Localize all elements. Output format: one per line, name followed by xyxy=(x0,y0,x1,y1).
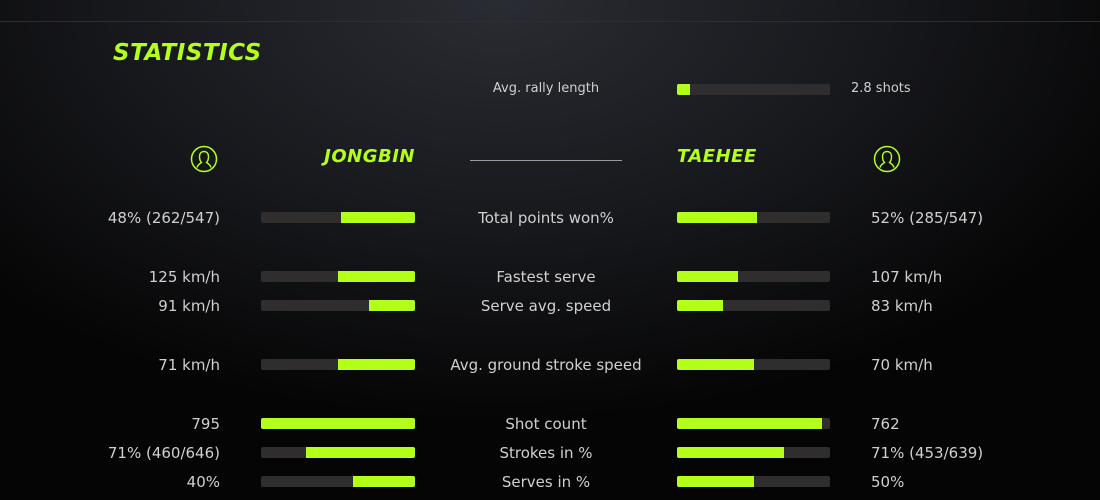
rally-bar-fill xyxy=(677,84,690,95)
page-title: STATISTICS xyxy=(113,40,262,66)
stat-right-bar-fill xyxy=(677,476,754,487)
stat-left-bar-fill xyxy=(353,476,415,487)
stat-left-bar xyxy=(261,476,415,487)
stat-right-bar xyxy=(677,476,830,487)
stat-label: Total points won% xyxy=(478,209,614,227)
stat-label: Shot count xyxy=(505,415,587,433)
stat-right-bar-fill xyxy=(677,212,757,223)
rally-label: Avg. rally length xyxy=(492,81,600,96)
stat-left-bar xyxy=(261,271,415,282)
stat-label: Fastest serve xyxy=(496,268,596,286)
stat-label: Serves in % xyxy=(501,473,591,491)
user-circle-icon xyxy=(190,145,218,173)
stat-right-bar xyxy=(677,447,830,458)
stat-right-value: 50% xyxy=(871,473,905,491)
stat-left-value: 48% (262/547) xyxy=(107,209,220,227)
stat-right-bar xyxy=(677,418,830,429)
stat-right-value: 107 km/h xyxy=(871,268,943,286)
stat-right-value: 52% (285/547) xyxy=(871,209,984,227)
header-divider xyxy=(470,160,622,161)
stat-right-value: 762 xyxy=(871,415,900,433)
rally-bar xyxy=(677,84,830,95)
stat-left-value: 91 km/h xyxy=(158,297,220,315)
stat-left-bar-fill xyxy=(305,447,415,458)
player-right-name: TAEHEE xyxy=(677,146,757,167)
stat-left-bar-fill xyxy=(368,300,415,311)
user-circle-icon xyxy=(873,145,901,173)
stat-left-value: 71% (460/646) xyxy=(107,444,220,462)
stat-right-bar-fill xyxy=(677,447,785,458)
stat-right-bar xyxy=(677,300,830,311)
player-left-name: JONGBIN xyxy=(324,146,415,167)
stat-left-bar xyxy=(261,447,415,458)
stat-right-bar xyxy=(677,271,830,282)
stat-right-bar-fill xyxy=(677,271,739,282)
stat-left-bar xyxy=(261,212,415,223)
stat-right-value: 70 km/h xyxy=(871,356,933,374)
stat-left-value: 71 km/h xyxy=(158,356,220,374)
stat-label: Strokes in % xyxy=(499,444,593,462)
stat-right-value: 71% (453/639) xyxy=(871,444,984,462)
stat-right-bar-fill xyxy=(677,300,723,311)
stat-left-bar xyxy=(261,418,415,429)
stat-right-value: 83 km/h xyxy=(871,297,933,315)
stat-left-value: 125 km/h xyxy=(148,268,220,286)
stat-right-bar xyxy=(677,359,830,370)
stat-right-bar-fill xyxy=(677,359,754,370)
stat-left-bar-fill xyxy=(338,359,415,370)
stat-left-bar xyxy=(261,300,415,311)
stat-left-value: 40% xyxy=(186,473,220,491)
stat-right-bar-fill xyxy=(677,418,823,429)
stat-label: Serve avg. speed xyxy=(480,297,612,315)
rally-value: 2.8 shots xyxy=(851,81,911,96)
stat-label: Avg. ground stroke speed xyxy=(450,356,642,374)
top-divider xyxy=(0,21,1100,22)
stat-left-bar-fill xyxy=(338,271,415,282)
stat-left-value: 795 xyxy=(191,415,220,433)
stat-right-bar xyxy=(677,212,830,223)
stat-left-bar-fill xyxy=(341,212,415,223)
stat-left-bar xyxy=(261,359,415,370)
stat-left-bar-fill xyxy=(261,418,415,429)
